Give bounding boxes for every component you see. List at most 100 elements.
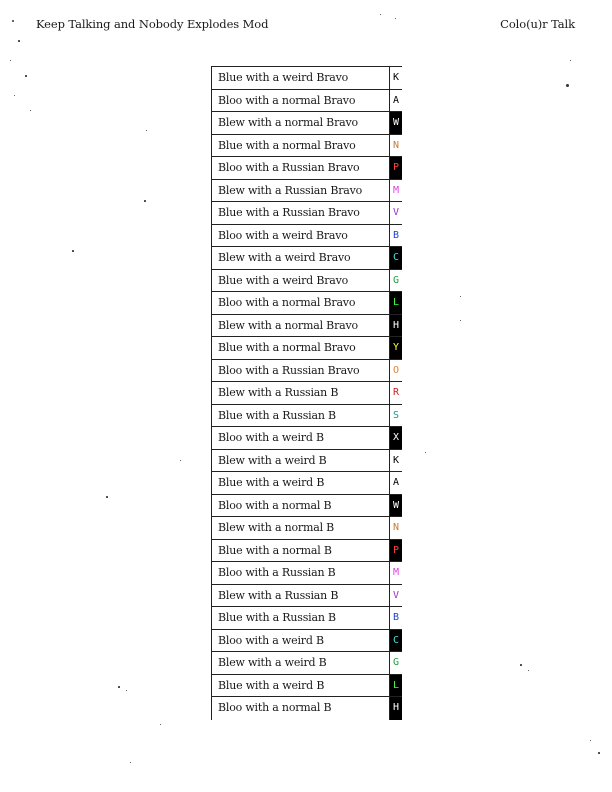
phrase-cell: Blue with a normal B — [212, 539, 390, 561]
phrase-cell: Blew with a weird B — [212, 449, 390, 471]
speckle — [14, 95, 15, 96]
speckle — [18, 40, 20, 42]
letter-cell: R — [390, 382, 402, 404]
speckle — [180, 460, 181, 461]
letter-cell: P — [390, 539, 402, 561]
header-title: Keep Talking and Nobody Explodes Mod — [36, 17, 269, 31]
letter-cell: A — [390, 89, 402, 111]
table-row: Bloo with a Russian Bravo O — [212, 359, 402, 382]
phrase-cell: Bloo with a normal B — [212, 697, 390, 720]
letter-cell: B — [390, 607, 402, 629]
letter-cell: S — [390, 404, 402, 426]
letter-cell: L — [390, 674, 402, 696]
speckle — [126, 690, 127, 691]
speckle — [146, 130, 147, 131]
speckle — [12, 20, 14, 22]
speckle — [460, 320, 461, 321]
speckle — [380, 14, 381, 15]
table-row: Blue with a weird Bravo G — [212, 269, 402, 292]
phrase-cell: Bloo with a normal Bravo — [212, 292, 390, 314]
letter-cell: G — [390, 652, 402, 674]
phrase-cell: Bloo with a normal Bravo — [212, 89, 390, 111]
table-row: Blew with a normal Bravo W — [212, 112, 402, 135]
phrase-cell: Blue with a weird Bravo — [212, 269, 390, 291]
speckle — [30, 110, 31, 111]
speckle — [528, 670, 529, 671]
phrase-cell: Blew with a normal Bravo — [212, 314, 390, 336]
table-row: Blue with a normal Bravo Y — [212, 337, 402, 360]
speckle — [570, 60, 571, 61]
speckle — [106, 496, 108, 498]
letter-cell: H — [390, 314, 402, 336]
phrase-cell: Blue with a weird B — [212, 674, 390, 696]
phrase-cell: Bloo with a weird B — [212, 427, 390, 449]
letter-cell: W — [390, 494, 402, 516]
speckle — [118, 686, 120, 688]
letter-cell: M — [390, 179, 402, 201]
letter-cell: K — [390, 67, 402, 89]
speckle — [160, 724, 161, 725]
speckle — [130, 762, 131, 763]
letter-cell: H — [390, 697, 402, 720]
phrase-cell: Blew with a Russian B — [212, 584, 390, 606]
letter-cell: N — [390, 134, 402, 156]
phrase-cell: Bloo with a weird B — [212, 629, 390, 651]
letter-cell: V — [390, 202, 402, 224]
phrase-cell: Blue with a Russian B — [212, 607, 390, 629]
phrase-cell: Bloo with a Russian B — [212, 562, 390, 584]
phrase-cell: Blew with a Russian B — [212, 382, 390, 404]
phrase-cell: Blue with a Russian Bravo — [212, 202, 390, 224]
table-row: Blue with a weird Bravo K — [212, 67, 402, 90]
phrase-cell: Blew with a normal Bravo — [212, 112, 390, 134]
speckle — [395, 18, 396, 19]
letter-cell: V — [390, 584, 402, 606]
phrase-table: Blue with a weird Bravo K Bloo with a norm… — [211, 66, 402, 720]
letter-cell: O — [390, 359, 402, 381]
speckle — [566, 84, 569, 87]
table-row: Bloo with a weird Bravo B — [212, 224, 402, 247]
phrase-cell: Blue with a Russian B — [212, 404, 390, 426]
letter-cell: M — [390, 562, 402, 584]
phrase-cell: Blew with a Russian Bravo — [212, 179, 390, 201]
letter-cell: N — [390, 517, 402, 539]
speckle — [598, 752, 600, 754]
letter-cell: P — [390, 157, 402, 179]
phrase-cell: Blue with a normal Bravo — [212, 134, 390, 156]
table-row: Bloo with a normal Bravo A — [212, 89, 402, 112]
speckle — [25, 75, 27, 77]
letter-cell: W — [390, 112, 402, 134]
speckle — [72, 250, 74, 252]
letter-cell: B — [390, 224, 402, 246]
phrase-cell: Bloo with a weird Bravo — [212, 224, 390, 246]
letter-cell: C — [390, 629, 402, 651]
letter-cell: G — [390, 269, 402, 291]
speckle — [460, 296, 461, 297]
speckle — [425, 452, 426, 453]
phrase-cell: Bloo with a normal B — [212, 494, 390, 516]
letter-cell: L — [390, 292, 402, 314]
table-row: Bloo with a Russian Bravo P — [212, 157, 402, 180]
letter-cell: Y — [390, 337, 402, 359]
letter-cell: K — [390, 449, 402, 471]
speckle — [520, 664, 522, 666]
table-row: Blew with a Russian Bravo M — [212, 179, 402, 202]
phrase-cell: Bloo with a Russian Bravo — [212, 359, 390, 381]
phrase-cell: Blew with a weird B — [212, 652, 390, 674]
table-row: Blew with a normal Bravo H — [212, 314, 402, 337]
page-header: Keep Talking and Nobody Explodes Mod Col… — [36, 17, 575, 31]
speckle — [10, 60, 11, 61]
speckle — [144, 200, 146, 202]
